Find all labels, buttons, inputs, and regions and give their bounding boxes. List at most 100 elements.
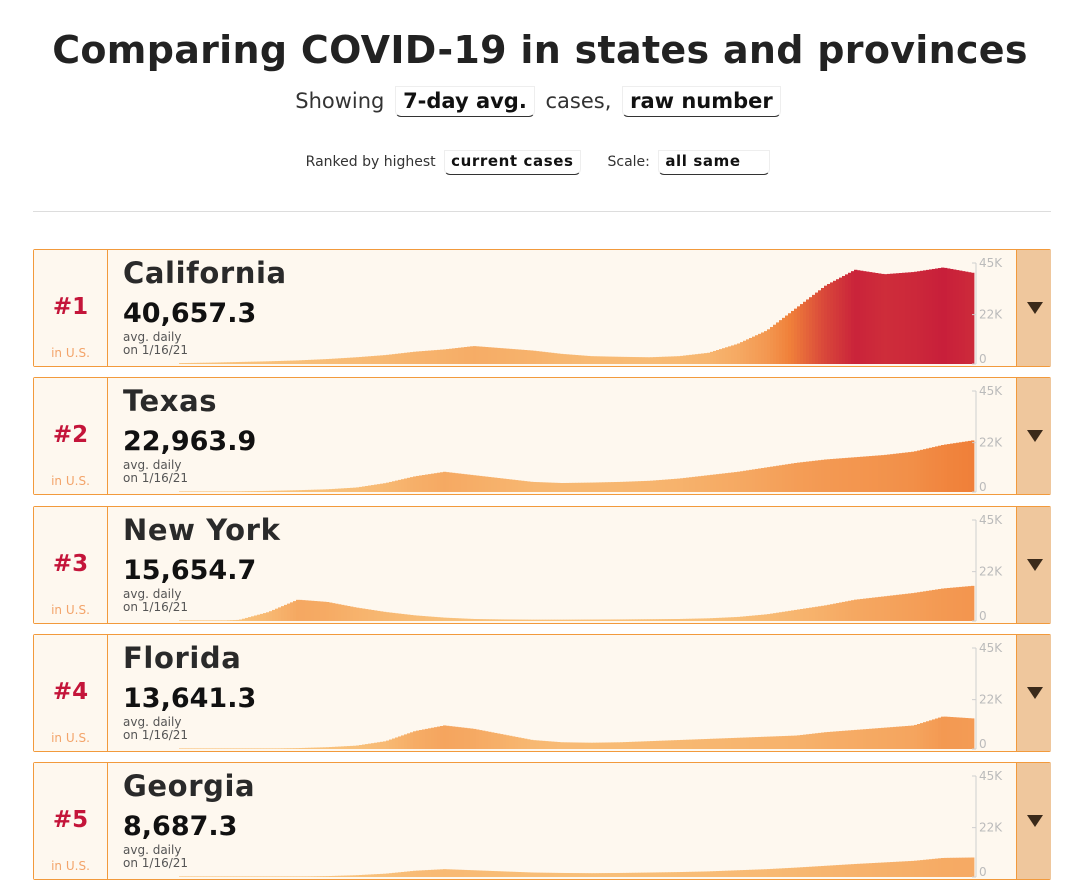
case-bar bbox=[596, 619, 600, 621]
case-bar bbox=[407, 477, 411, 492]
case-bar bbox=[617, 872, 621, 877]
date-label: on 1/16/21 bbox=[123, 471, 189, 485]
case-bar bbox=[386, 354, 390, 364]
case-bar bbox=[773, 324, 777, 364]
case-bar bbox=[947, 857, 951, 877]
case-bar bbox=[269, 611, 273, 621]
case-bar bbox=[341, 875, 345, 877]
case-bar bbox=[194, 491, 198, 492]
y-tick-label: 45K bbox=[979, 769, 1003, 783]
case-bar bbox=[800, 734, 804, 749]
case-bar bbox=[623, 356, 627, 364]
state-row[interactable]: #2 in U.S. 45K 22K 0 Texas 22,963.9 avg. d… bbox=[33, 377, 1051, 495]
case-bar bbox=[797, 306, 801, 364]
number-type-select[interactable]: raw number bbox=[622, 86, 781, 117]
case-bar bbox=[437, 726, 441, 749]
case-bar bbox=[326, 601, 330, 621]
case-bar bbox=[473, 475, 477, 492]
case-bar bbox=[482, 619, 486, 621]
case-bar bbox=[404, 478, 408, 492]
case-bar bbox=[620, 481, 624, 492]
case-bar bbox=[680, 872, 684, 877]
state-row[interactable]: #4 in U.S. 45K 22K 0 Florida 13,641.3 avg.… bbox=[33, 634, 1051, 752]
state-row[interactable]: #1 in U.S. 45K 22K 0 California 40,657.3 a… bbox=[33, 249, 1051, 367]
case-bar bbox=[590, 742, 594, 749]
case-bar bbox=[518, 349, 522, 364]
case-bar bbox=[623, 481, 627, 492]
case-bar bbox=[656, 872, 660, 877]
metric-select[interactable]: 7-day avg. bbox=[395, 86, 535, 117]
case-bar bbox=[368, 743, 372, 749]
case-bar bbox=[422, 870, 426, 877]
case-bar bbox=[500, 478, 504, 492]
scale-select[interactable]: all same bbox=[658, 150, 771, 175]
case-bar bbox=[278, 360, 282, 364]
case-bar bbox=[896, 453, 900, 492]
case-bar bbox=[473, 870, 477, 877]
case-bar bbox=[488, 619, 492, 621]
expand-button[interactable] bbox=[1016, 635, 1051, 751]
case-bar bbox=[878, 596, 882, 621]
case-bar bbox=[797, 462, 801, 492]
case-bar bbox=[716, 350, 720, 364]
case-bar bbox=[398, 613, 402, 621]
case-bar bbox=[686, 477, 690, 492]
ranking-select[interactable]: current cases bbox=[444, 150, 581, 175]
case-bar bbox=[944, 267, 948, 364]
case-bar bbox=[458, 618, 462, 621]
case-bar bbox=[584, 355, 588, 364]
case-bar bbox=[476, 475, 480, 492]
case-bar bbox=[920, 591, 924, 621]
case-bar bbox=[854, 863, 858, 877]
case-bar bbox=[932, 447, 936, 492]
y-tick-label: 45K bbox=[979, 256, 1003, 270]
case-bar bbox=[284, 360, 288, 364]
case-bar bbox=[512, 871, 516, 877]
case-bar bbox=[188, 876, 192, 877]
expand-button[interactable] bbox=[1016, 250, 1051, 366]
case-bar bbox=[923, 859, 927, 877]
case-bar bbox=[353, 607, 357, 621]
case-bar bbox=[632, 481, 636, 492]
case-bar bbox=[857, 599, 861, 621]
state-row[interactable]: #3 in U.S. 45K 22K 0 New York 15,654.7 avg… bbox=[33, 506, 1051, 624]
expand-button[interactable] bbox=[1016, 763, 1051, 879]
case-bar bbox=[476, 619, 480, 621]
case-bar bbox=[509, 348, 513, 364]
case-bar bbox=[416, 870, 420, 877]
expand-button[interactable] bbox=[1016, 507, 1051, 623]
case-bar bbox=[500, 619, 504, 621]
case-bar bbox=[791, 310, 795, 364]
case-bar bbox=[641, 872, 645, 877]
case-bar bbox=[923, 449, 927, 492]
case-bar bbox=[530, 619, 534, 621]
case-bar bbox=[917, 860, 921, 877]
case-bar bbox=[707, 738, 711, 749]
case-bar bbox=[650, 480, 654, 492]
case-bar bbox=[347, 357, 351, 364]
case-bar bbox=[899, 453, 903, 492]
case-bar bbox=[278, 876, 282, 877]
case-bar bbox=[404, 871, 408, 877]
case-bar bbox=[587, 873, 591, 877]
case-bar bbox=[248, 617, 252, 621]
case-bar bbox=[275, 608, 279, 621]
case-bar bbox=[614, 873, 618, 877]
case-bar bbox=[734, 870, 738, 877]
state-row[interactable]: #5 in U.S. 45K 22K 0 Georgia 8,687.3 avg. … bbox=[33, 762, 1051, 880]
case-bar bbox=[749, 337, 753, 364]
case-bar bbox=[893, 861, 897, 877]
case-bar bbox=[491, 477, 495, 492]
case-bar bbox=[869, 597, 873, 621]
case-bar bbox=[449, 472, 453, 492]
case-bar bbox=[917, 271, 921, 364]
case-bar bbox=[347, 488, 351, 492]
case-bar bbox=[191, 491, 195, 492]
case-bar bbox=[734, 344, 738, 364]
expand-button[interactable] bbox=[1016, 378, 1051, 494]
case-bar bbox=[314, 359, 318, 364]
avg-daily-label: avg. daily bbox=[123, 458, 182, 472]
case-bar bbox=[866, 598, 870, 621]
case-bar bbox=[275, 748, 279, 749]
case-bar bbox=[638, 741, 642, 749]
